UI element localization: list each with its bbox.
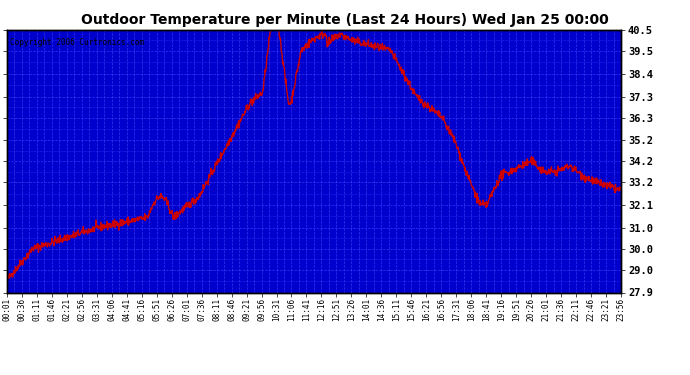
Text: Copyright 2006 Curtronics.com: Copyright 2006 Curtronics.com <box>10 38 144 47</box>
Text: Outdoor Temperature per Minute (Last 24 Hours) Wed Jan 25 00:00: Outdoor Temperature per Minute (Last 24 … <box>81 13 609 27</box>
